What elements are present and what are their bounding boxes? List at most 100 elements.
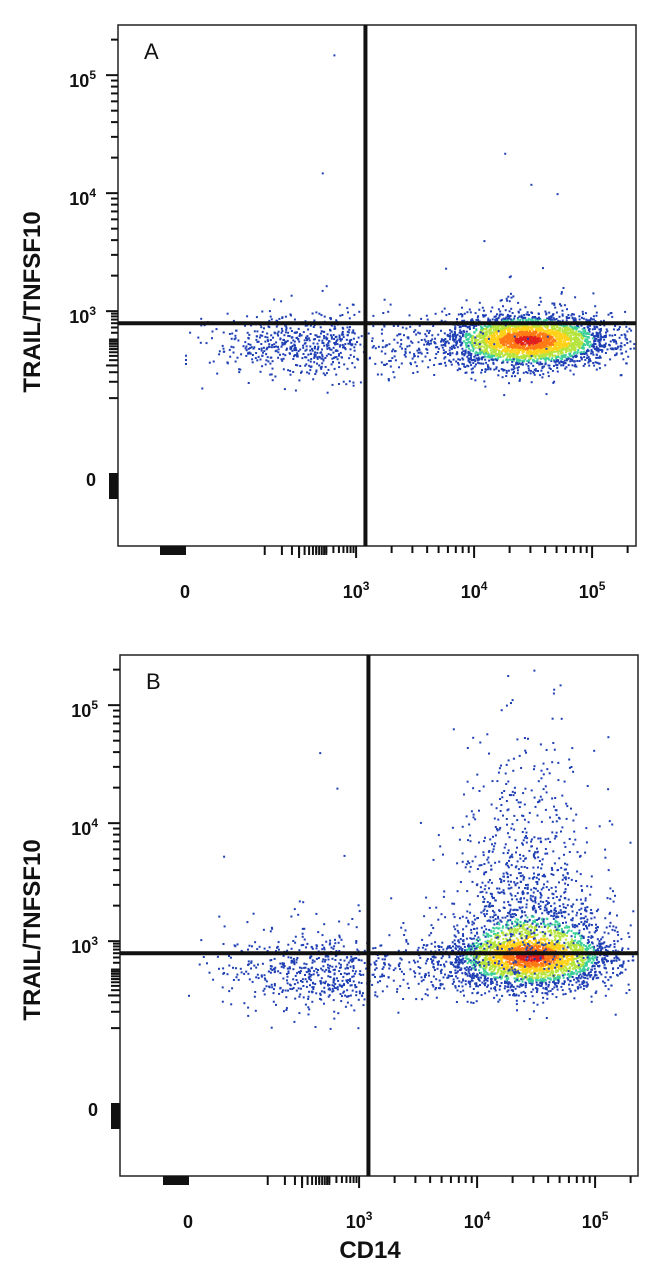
event-dot (514, 340, 517, 343)
event-dot (585, 350, 588, 353)
event-dot (451, 941, 454, 944)
event-dot (475, 329, 478, 332)
event-dot (339, 339, 342, 342)
event-dot (588, 364, 591, 367)
event-dot (423, 343, 426, 346)
event-dot (271, 360, 274, 363)
event-dot (305, 336, 308, 339)
event-dot (387, 379, 390, 382)
event-dot (289, 373, 292, 376)
event-dot (344, 346, 346, 349)
event-dot (260, 326, 263, 329)
event-dot (545, 333, 548, 336)
event-dot (329, 353, 332, 356)
event-dot (559, 349, 562, 352)
event-dot (444, 351, 447, 354)
event-dot (337, 354, 340, 357)
event-dot (270, 334, 273, 337)
event-dot (545, 342, 548, 345)
event-dot (512, 372, 515, 375)
event-dot (532, 1010, 535, 1013)
event-dot (466, 910, 469, 913)
event-dot (558, 315, 561, 318)
event-dot (309, 366, 312, 369)
event-dot (533, 348, 536, 351)
event-dot (421, 360, 424, 363)
event-dot (530, 344, 533, 347)
event-dot (452, 358, 455, 361)
event-dot (580, 342, 583, 345)
event-dot (212, 360, 215, 363)
event-dot (522, 338, 524, 341)
event-dot (521, 363, 524, 366)
event-dot (462, 979, 465, 982)
event-dot (245, 354, 248, 357)
event-dot (512, 338, 515, 341)
event-dot (552, 324, 555, 327)
event-dot (546, 332, 549, 335)
event-dot (476, 359, 479, 362)
event-dot (303, 339, 306, 342)
event-dot (467, 354, 470, 357)
event-dot (530, 320, 533, 323)
event-dot (388, 343, 391, 346)
event-dot (578, 315, 581, 318)
event-dot (443, 307, 446, 310)
event-dot (476, 316, 479, 319)
event-dot (509, 346, 512, 349)
event-dot (484, 385, 487, 388)
event-dot (497, 327, 500, 329)
event-dot (503, 368, 506, 371)
event-dot (453, 347, 456, 349)
event-dot (513, 332, 516, 334)
event-dot (499, 335, 502, 338)
event-dot (493, 324, 496, 327)
event-dot (430, 339, 432, 342)
event-dot (302, 331, 305, 334)
event-dot (372, 314, 375, 317)
event-dot (264, 363, 267, 366)
event-dot (267, 360, 270, 363)
event-dot (534, 316, 537, 319)
event-dot (459, 338, 462, 341)
event-dot (560, 335, 563, 338)
event-dot (560, 291, 563, 294)
event-dot (332, 356, 335, 359)
event-dot (483, 957, 486, 960)
event-dot (302, 344, 305, 347)
event-dot (359, 343, 362, 346)
event-dot (336, 338, 339, 341)
event-dot (588, 333, 591, 336)
event-dot (306, 324, 309, 327)
event-dot (579, 351, 582, 354)
event-dot (271, 367, 274, 370)
event-dot (566, 345, 569, 348)
event-dot (491, 354, 494, 357)
event-dot (332, 346, 335, 349)
event-dot (517, 357, 520, 360)
event-dot (297, 327, 300, 330)
event-dot (467, 359, 470, 362)
event-dot (491, 336, 494, 339)
event-dot (321, 341, 324, 344)
event-dot (288, 335, 291, 338)
event-dot (583, 981, 586, 984)
event-dot (515, 361, 518, 364)
event-dot (526, 360, 529, 362)
event-dot (368, 357, 371, 360)
event-dot (502, 354, 505, 357)
event-dot (601, 350, 604, 353)
event-dot (629, 347, 632, 350)
event-dot (350, 338, 353, 341)
event-dot (514, 927, 517, 930)
event-dot (571, 923, 574, 926)
event-dot (592, 343, 595, 346)
event-dot (449, 338, 451, 341)
event-dot (595, 345, 598, 348)
event-dot (574, 924, 576, 927)
event-dot (615, 342, 618, 345)
event-dot (322, 372, 325, 375)
event-dot (317, 345, 320, 348)
event-dot (461, 315, 464, 318)
event-dot (529, 372, 532, 375)
